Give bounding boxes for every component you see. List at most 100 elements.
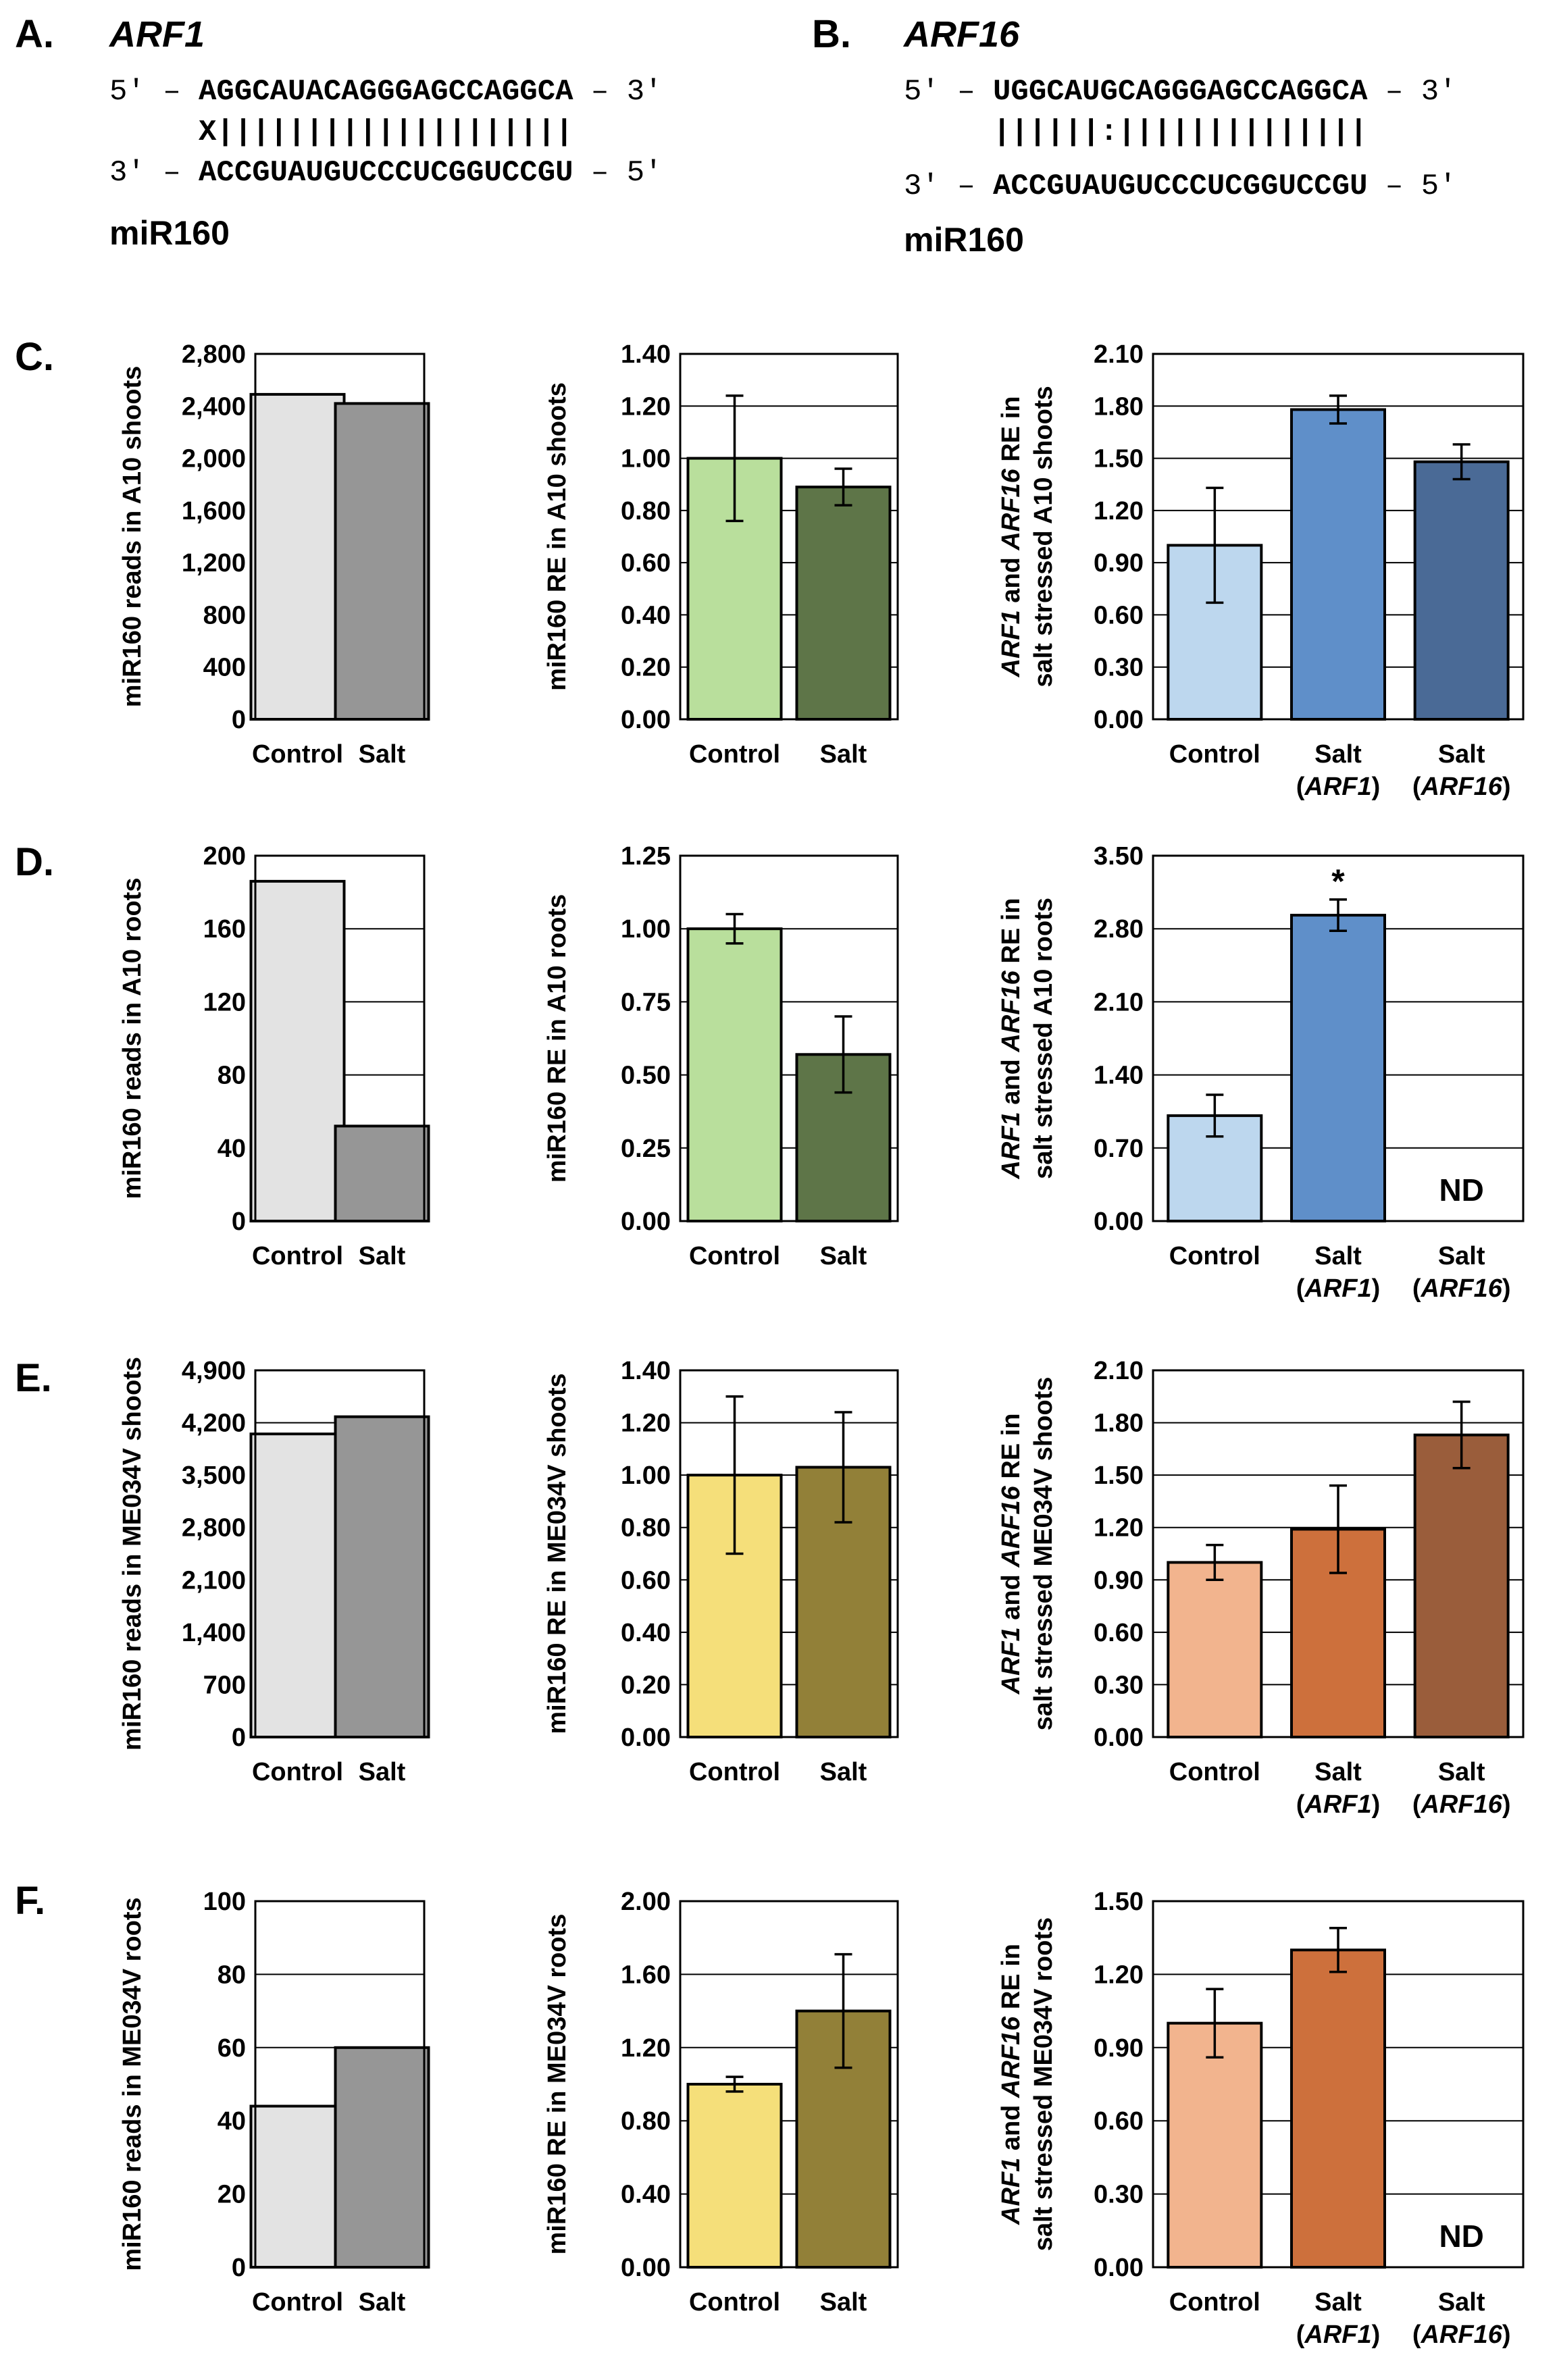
y-axis-label: miR160 RE in A10 shoots bbox=[543, 382, 571, 691]
panel-a-mirna-sequence: 3′ – ACCGUAUGUCCCUCGGUCCGU – 5′ bbox=[109, 158, 663, 188]
x-category-label: (ARF16) bbox=[1412, 773, 1511, 801]
panel-b-target-sequence: 5′ – UGGCAUGCAGGGAGCCAGGCA – 3′ bbox=[904, 77, 1457, 107]
bar bbox=[249, 392, 346, 721]
y-tick-label: 400 bbox=[203, 654, 246, 682]
y-tick-label: 0.30 bbox=[1094, 1671, 1144, 1699]
y-tick-label: 0.30 bbox=[1094, 654, 1144, 682]
bar bbox=[1290, 408, 1386, 721]
x-category-label: Control bbox=[689, 2288, 780, 2317]
y-tick-label: 1.20 bbox=[621, 1409, 671, 1438]
x-category-label: Salt bbox=[820, 2288, 867, 2317]
x-category-label: Control bbox=[252, 1758, 343, 1786]
y-tick-label: 0 bbox=[232, 2254, 246, 2282]
y-axis-label: ARF1 and ARF16 RE in bbox=[997, 1414, 1025, 1695]
bar bbox=[249, 879, 346, 1222]
y-tick-label: 1.00 bbox=[621, 1461, 671, 1490]
panel-a-top-seq: AGGCAUACAGGGAGCCAGGCA bbox=[199, 75, 573, 109]
x-category-label: Salt bbox=[1438, 1758, 1485, 1786]
y-tick-label: 1.50 bbox=[1094, 1888, 1144, 1916]
y-tick-label: 0.90 bbox=[1094, 549, 1144, 577]
y-axis-label: ARF1 and ARF16 RE in bbox=[997, 396, 1025, 678]
x-category-label: Control bbox=[252, 1242, 343, 1270]
y-tick-label: 0.40 bbox=[621, 2181, 671, 2209]
y-tick-label: 2.10 bbox=[1094, 1357, 1144, 1385]
x-category-label: Salt bbox=[820, 1758, 867, 1786]
y-tick-label: 40 bbox=[218, 2107, 246, 2136]
chart-F1: 0 20 40 60 80 100 Control Salt miR160 reads in M… bbox=[118, 1888, 430, 2317]
y-tick-label: 1.80 bbox=[1094, 392, 1144, 421]
x-category-label: Salt bbox=[359, 740, 406, 769]
panel-a-gene-label: ARF1 bbox=[109, 14, 205, 55]
y-tick-label: 1.20 bbox=[1094, 1961, 1144, 1989]
y-tick-label: 3.50 bbox=[1094, 842, 1144, 871]
panel-b-match: ||||||:|||||||||||||| bbox=[993, 115, 1368, 149]
y-tick-label: 2,800 bbox=[182, 1514, 246, 1543]
significance-star: * bbox=[1331, 862, 1345, 900]
y-tick-label: 1.00 bbox=[621, 915, 671, 943]
y-tick-label: 0.40 bbox=[621, 1619, 671, 1647]
y-tick-label: 0.60 bbox=[621, 549, 671, 577]
chart-E1: 0 700 1,400 2,100 2,800 3,500 4,200 4,900 Contro… bbox=[118, 1357, 430, 1786]
y-tick-label: 0.40 bbox=[621, 601, 671, 629]
plot-frame bbox=[679, 1900, 899, 2269]
y-tick-label: 40 bbox=[218, 1135, 246, 1163]
y-tick-label: 0.60 bbox=[1094, 2107, 1144, 2136]
panel-b-gene-label: ARF16 bbox=[904, 14, 1020, 55]
chart-D3: 0.00 0.70 1.40 2.10 2.80 3.50 Control * Salt (ARF… bbox=[997, 842, 1525, 1303]
y-tick-label: 1.20 bbox=[621, 392, 671, 421]
y-tick-label: 0.20 bbox=[621, 654, 671, 682]
panel-a-top-prefix: 5′ – bbox=[109, 75, 199, 109]
y-tick-label: 120 bbox=[203, 988, 246, 1016]
panel-b-top-suffix: – 3′ bbox=[1367, 75, 1457, 109]
x-category-label: (ARF16) bbox=[1412, 1790, 1511, 1819]
y-tick-label: 0.00 bbox=[621, 2254, 671, 2282]
y-tick-label: 1,400 bbox=[182, 1619, 246, 1647]
panel-b-bottom-suffix: – 5′ bbox=[1367, 170, 1457, 203]
x-category-label: Control bbox=[252, 2288, 343, 2317]
x-category-label: Control bbox=[689, 740, 780, 769]
not-detected-label: ND bbox=[1439, 1172, 1483, 1208]
y-tick-label: 0.20 bbox=[621, 1671, 671, 1699]
y-tick-label: 2.80 bbox=[1094, 915, 1144, 943]
y-tick-label: 160 bbox=[203, 915, 246, 943]
y-tick-label: 2,100 bbox=[182, 1566, 246, 1595]
y-tick-label: 0 bbox=[232, 706, 246, 734]
y-tick-label: 200 bbox=[203, 842, 246, 871]
x-category-label: (ARF1) bbox=[1296, 773, 1381, 801]
y-tick-label: 0.80 bbox=[621, 497, 671, 525]
panel-b-letter: B. bbox=[812, 12, 851, 56]
y-tick-label: 0.60 bbox=[1094, 601, 1144, 629]
x-category-label: Salt bbox=[1438, 2288, 1485, 2317]
y-axis-label: miR160 reads in ME034V roots bbox=[118, 1897, 147, 2271]
y-tick-label: 0.00 bbox=[1094, 706, 1144, 734]
x-category-label: Salt bbox=[1314, 1758, 1362, 1786]
panel-a-mirna-label: miR160 bbox=[109, 214, 230, 252]
x-category-label: Control bbox=[689, 1242, 780, 1270]
y-tick-label: 0.90 bbox=[1094, 1566, 1144, 1595]
y-tick-label: 0.00 bbox=[1094, 1208, 1144, 1236]
plot-frame bbox=[1152, 353, 1525, 721]
panel-f-letter: F. bbox=[15, 1879, 46, 1923]
y-tick-label: 0.00 bbox=[621, 1208, 671, 1236]
chart-D2: 0.00 0.25 0.50 0.75 1.00 1.25 Control Salt miR16… bbox=[543, 842, 899, 1270]
y-tick-label: 0.00 bbox=[1094, 1724, 1144, 1752]
panel-b-match-line: ||||||:|||||||||||||| bbox=[904, 118, 1368, 147]
bar bbox=[334, 1415, 430, 1738]
x-category-label: Salt bbox=[1438, 740, 1485, 769]
panel-a-match: X|||||||||||||||||||| bbox=[199, 115, 573, 149]
x-category-label: Salt bbox=[1438, 1242, 1485, 1270]
y-tick-label: 0.75 bbox=[621, 988, 671, 1016]
bar bbox=[249, 1432, 346, 1738]
plot-frame bbox=[254, 854, 426, 1222]
x-category-label: Salt bbox=[1314, 1242, 1362, 1270]
panel-b-mirna-label: miR160 bbox=[904, 221, 1024, 259]
panel-e-letter: E. bbox=[15, 1356, 52, 1400]
x-category-label: Salt bbox=[359, 1758, 406, 1786]
panel-b-bottom-prefix: 3′ – bbox=[904, 170, 994, 203]
bar bbox=[249, 2104, 346, 2269]
x-category-label: Salt bbox=[1314, 2288, 1362, 2317]
bar bbox=[1413, 1433, 1510, 1738]
chart-C3: 0.00 0.30 0.60 0.90 1.20 1.50 1.80 2.10 Control S… bbox=[997, 340, 1525, 801]
y-tick-label: 0.80 bbox=[621, 1514, 671, 1543]
